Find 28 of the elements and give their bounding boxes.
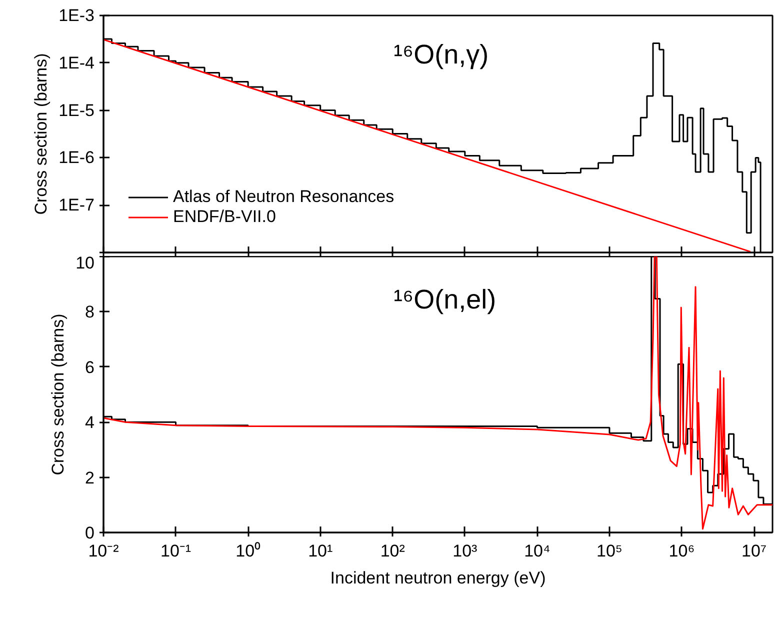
y-tick-label: 6 [85, 358, 95, 377]
x-tick-label: 10³ [452, 542, 478, 560]
y-axis-title: Cross section (barns) [48, 314, 68, 476]
y-tick-label: 1E-3 [58, 6, 95, 25]
x-tick-label: 10⁷ [742, 542, 767, 560]
y-tick-label: 10 [76, 254, 95, 272]
x-tick-label: 10⁶ [668, 542, 695, 560]
y-tick-label: 1E-7 [58, 196, 95, 215]
y-tick-label: 4 [85, 413, 95, 432]
y-tick-label: 8 [85, 302, 95, 322]
x-tick-label: 10¹ [308, 542, 333, 560]
annotation: ¹⁶O(n,γ) [394, 40, 489, 70]
x-tick-label: 10⁵ [596, 542, 622, 560]
y-tick-label: 1E-4 [58, 53, 95, 72]
legend-label: ENDF/B-VII.0 [173, 207, 276, 227]
y-tick-label: 1E-6 [58, 148, 95, 168]
annotation: ¹⁶O(n,el) [394, 284, 496, 314]
y-tick-label: 2 [85, 468, 95, 488]
x-tick-label: 10² [380, 542, 406, 560]
y-tick-label: 0 [85, 524, 95, 542]
x-tick-label: 10⁴ [524, 542, 550, 560]
y-tick-label: 1E-5 [58, 100, 95, 120]
legend-label: Atlas of Neutron Resonances [173, 187, 394, 207]
x-axis-title: Incident neutron energy (eV) [330, 568, 546, 588]
x-tick-label: 10⁻¹ [160, 542, 192, 560]
x-tick-label: 10⁰ [236, 542, 261, 560]
x-tick-label: 10⁻² [88, 542, 120, 560]
y-axis-title: Cross section (barns) [32, 53, 51, 215]
